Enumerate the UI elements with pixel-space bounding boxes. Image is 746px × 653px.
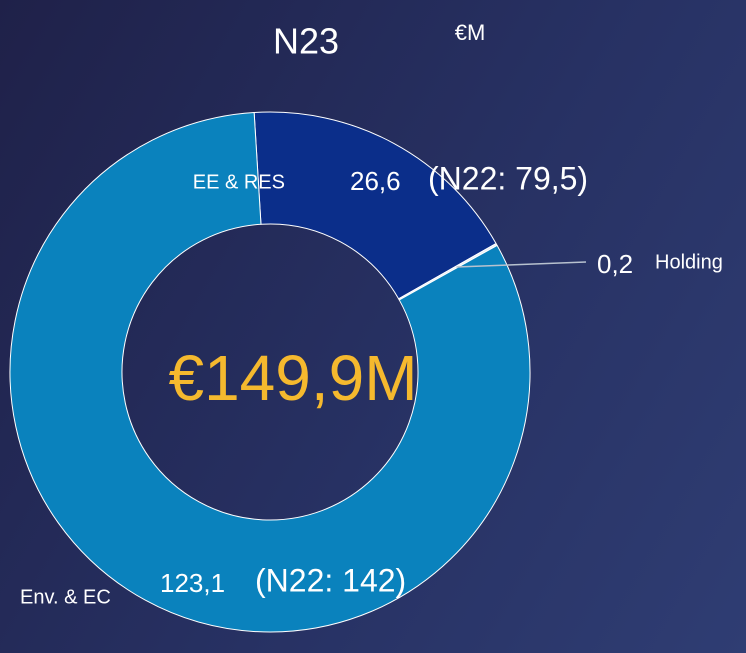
value-label: 0,2 xyxy=(597,249,633,279)
leader-line xyxy=(456,261,587,268)
value-label: 123,1 xyxy=(160,568,225,598)
category-label: Holding xyxy=(655,251,723,273)
category-label: EE & RES xyxy=(193,171,285,193)
category-label: Env. & EC xyxy=(20,586,111,608)
donut-segment xyxy=(9,111,531,633)
comparison-label: (N22: 142) xyxy=(255,562,406,598)
donut-segment xyxy=(253,111,497,300)
unit-label: €M xyxy=(455,20,486,45)
comparison-label: (N22: 79,5) xyxy=(428,160,588,196)
chart-title: N23 xyxy=(273,21,339,62)
center-label: €149,9M xyxy=(168,342,417,414)
value-label: 26,6 xyxy=(350,166,401,196)
